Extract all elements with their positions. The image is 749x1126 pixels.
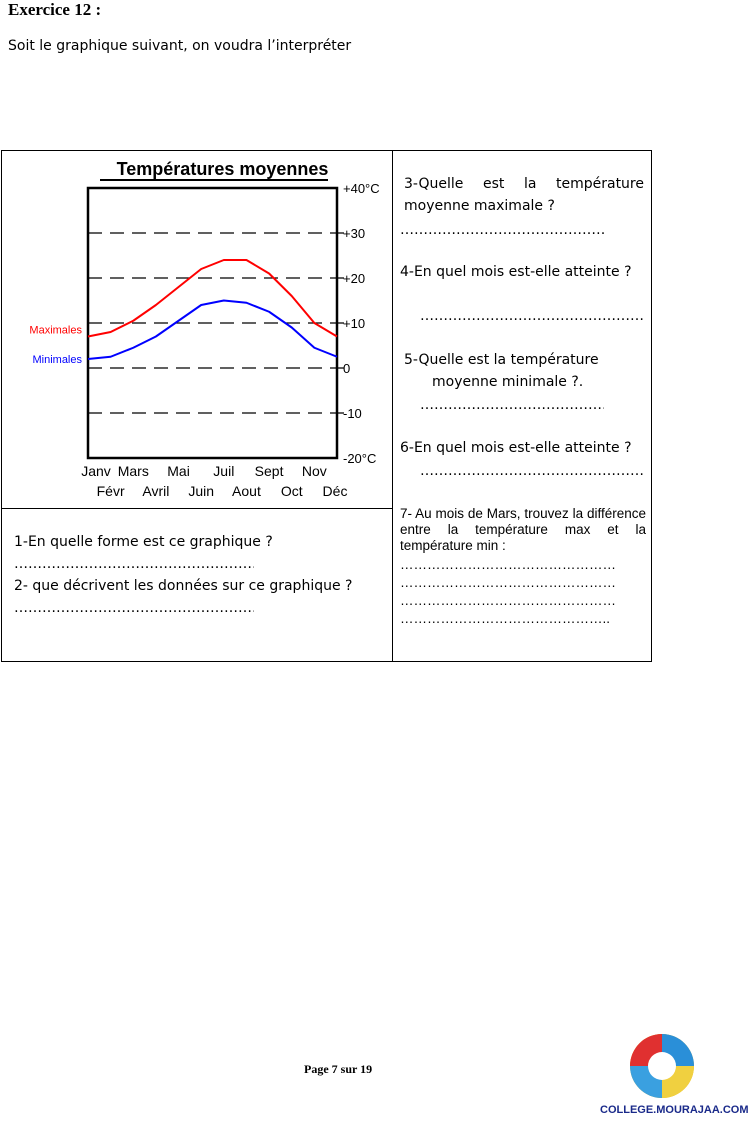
divider bbox=[392, 151, 393, 661]
logo-text: COLLEGE.MOURAJAA.COM bbox=[600, 1104, 749, 1116]
answer-line: ………………………………………… bbox=[400, 222, 605, 238]
series-line-minimales bbox=[87, 299, 338, 360]
question-4: 4-En quel mois est-elle atteinte ? bbox=[400, 264, 632, 280]
answer-line: …………………………………… bbox=[420, 397, 604, 413]
plot-frame bbox=[86, 186, 339, 460]
x-tick-label: Déc bbox=[323, 483, 348, 499]
x-tick-label: Sept bbox=[255, 463, 284, 479]
x-tick-label: Mars bbox=[118, 463, 149, 479]
answer-line: ………………………………………… bbox=[400, 557, 616, 572]
x-tick-label: Aout bbox=[232, 483, 261, 499]
x-tick-label: Juil bbox=[213, 463, 234, 479]
question-3: 3-Quelle est la température moyenne maxi… bbox=[404, 176, 644, 214]
answer-line: ………………………………………………… bbox=[14, 600, 254, 616]
chart-title: Températures moyennes bbox=[117, 159, 329, 179]
question-6: 6-En quel mois est-elle atteinte ? bbox=[400, 440, 632, 456]
question-5: 5-Quelle est la température bbox=[404, 352, 599, 368]
legend-maximales: Maximales bbox=[29, 325, 82, 337]
answer-line: ………………………………………… bbox=[420, 463, 644, 479]
series-line-maximales bbox=[87, 259, 338, 338]
legend-minimales: Minimales bbox=[32, 354, 82, 366]
x-tick-label: Janv bbox=[81, 463, 111, 479]
site-logo: COLLEGE.MOURAJAA.COM bbox=[600, 1022, 749, 1122]
x-tick-label: Nov bbox=[302, 463, 327, 479]
y-tick-label: +20 bbox=[343, 271, 365, 286]
y-tick-label: -20°C bbox=[343, 451, 376, 466]
x-tick-label: Juin bbox=[188, 483, 214, 499]
temperature-chart: Températures moyennes +40°C +30 +20 +10 0 -10 -… bbox=[29, 159, 380, 499]
answer-line: ………………………………………… bbox=[400, 593, 616, 608]
answer-line: ……………………………………….. bbox=[400, 611, 611, 626]
divider bbox=[2, 508, 392, 509]
logo-emblem bbox=[630, 1034, 694, 1098]
answer-line: ………………………………………… bbox=[400, 575, 616, 590]
y-tick-label: +30 bbox=[343, 226, 365, 241]
page-number: Page 7 sur 19 bbox=[304, 1062, 373, 1076]
answer-line: ………………………………………… bbox=[420, 308, 644, 324]
exercise-table: Températures moyennes +40°C +30 +20 +10 0 -10 -… bbox=[1, 150, 652, 662]
x-tick-label: Mai bbox=[167, 463, 190, 479]
answer-line: ………………………………………………… bbox=[14, 556, 254, 572]
x-tick-label: Févr bbox=[97, 483, 125, 499]
x-tick-label: Avril bbox=[142, 483, 169, 499]
question-1: 1-En quelle forme est ce graphique ? bbox=[14, 534, 273, 550]
y-tick-label: +10 bbox=[343, 316, 365, 331]
question-7: 7- Au mois de Mars, trouvez la différenc… bbox=[400, 506, 646, 553]
y-tick-label: +40°C bbox=[343, 181, 380, 196]
y-tick-label: -10 bbox=[343, 406, 362, 421]
y-tick-label: 0 bbox=[343, 361, 350, 376]
x-tick-label: Oct bbox=[281, 483, 303, 499]
question-2: 2- que décrivent les données sur ce grap… bbox=[14, 578, 353, 594]
exercise-title: Exercice 12 : bbox=[8, 0, 102, 19]
question-5-cont: moyenne minimale ?. bbox=[432, 374, 584, 390]
intro-text: Soit le graphique suivant, on voudra l’i… bbox=[8, 38, 352, 54]
